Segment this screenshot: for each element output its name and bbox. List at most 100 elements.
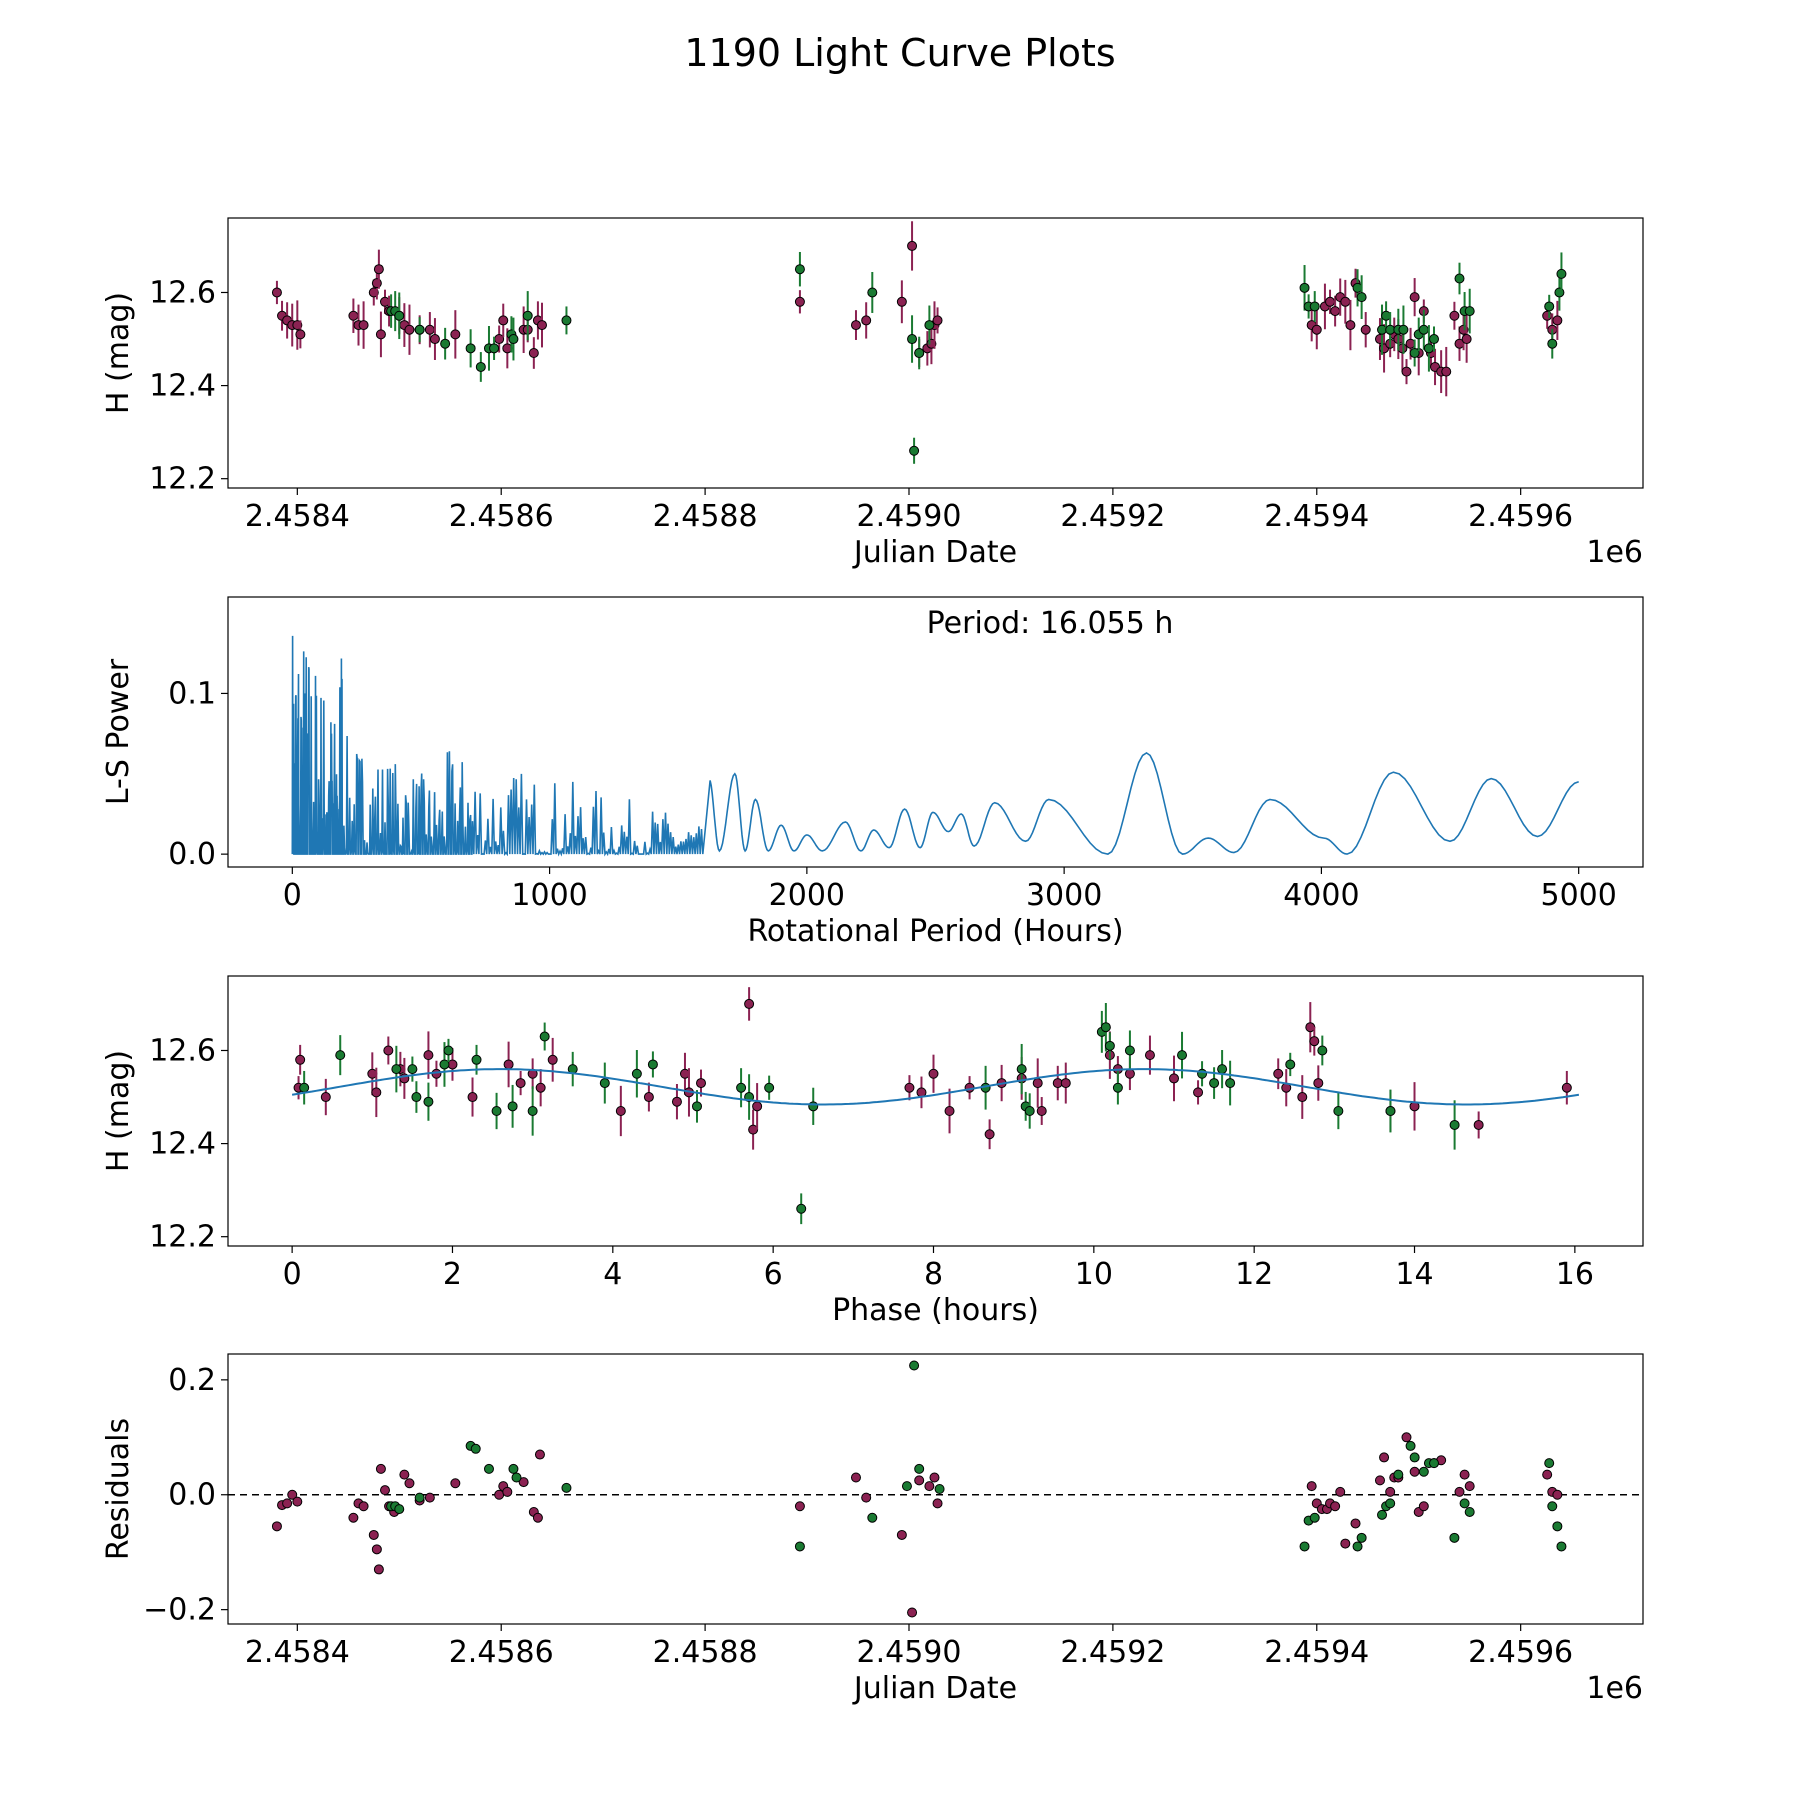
data-point bbox=[1547, 338, 1558, 349]
series-series_a bbox=[271, 1432, 1563, 1618]
x-tick-label: 2.4594 bbox=[1264, 499, 1369, 534]
data-point bbox=[867, 287, 878, 298]
data-point bbox=[1409, 348, 1420, 358]
x-tick-label: 2.4586 bbox=[449, 499, 554, 534]
data-point bbox=[914, 1463, 925, 1474]
series-series_a bbox=[271, 221, 1563, 397]
x-tick-label: 5000 bbox=[1541, 878, 1617, 913]
y-tick-label: 0.0 bbox=[168, 1478, 216, 1513]
data-point bbox=[647, 1059, 658, 1070]
data-point bbox=[764, 1082, 775, 1093]
data-point bbox=[1552, 315, 1563, 326]
data-point bbox=[1352, 1541, 1363, 1552]
x-tick-label: 2.4590 bbox=[857, 499, 962, 534]
x-tick-label: 2.4594 bbox=[1264, 1635, 1369, 1670]
data-point bbox=[371, 1087, 382, 1098]
data-point bbox=[1556, 268, 1567, 279]
data-point bbox=[470, 1443, 481, 1454]
data-point bbox=[1285, 1059, 1296, 1070]
data-point bbox=[423, 1050, 434, 1061]
data-point bbox=[1547, 1501, 1558, 1512]
data-point bbox=[1309, 1512, 1320, 1523]
data-point bbox=[1124, 1045, 1135, 1056]
data-point bbox=[914, 348, 925, 358]
data-point bbox=[1556, 1541, 1567, 1552]
data-point bbox=[511, 1472, 522, 1483]
data-point bbox=[375, 1463, 386, 1474]
data-point bbox=[443, 1045, 454, 1056]
data-point bbox=[984, 1129, 995, 1140]
data-point bbox=[440, 338, 451, 349]
data-point bbox=[1385, 1106, 1396, 1116]
data-point bbox=[358, 1501, 369, 1512]
data-point bbox=[909, 445, 920, 456]
data-point bbox=[1217, 1064, 1228, 1075]
data-point bbox=[907, 240, 918, 251]
data-point bbox=[907, 1607, 918, 1618]
data-point bbox=[1393, 1469, 1404, 1480]
y-tick-label: 12.6 bbox=[149, 275, 216, 310]
data-point bbox=[1036, 1106, 1047, 1116]
data-point bbox=[373, 264, 384, 275]
x-axis-label: Julian Date bbox=[852, 535, 1017, 570]
data-point bbox=[1405, 1440, 1416, 1451]
data-point bbox=[861, 315, 872, 326]
data-point bbox=[547, 1054, 558, 1065]
data-point bbox=[631, 1068, 642, 1079]
data-point bbox=[489, 343, 500, 354]
data-point bbox=[424, 1492, 435, 1503]
data-point bbox=[1356, 292, 1367, 303]
data-point bbox=[394, 310, 405, 321]
data-point bbox=[1418, 1466, 1429, 1477]
data-point bbox=[909, 1360, 920, 1371]
x-tick-label: 2.4584 bbox=[245, 499, 350, 534]
series-series_b bbox=[299, 1003, 1460, 1225]
data-point bbox=[498, 315, 509, 326]
data-point bbox=[752, 1101, 763, 1112]
data-point bbox=[508, 1463, 519, 1474]
data-point bbox=[373, 1564, 384, 1575]
x-tick-label: 14 bbox=[1395, 1257, 1433, 1292]
data-point bbox=[901, 1481, 912, 1492]
data-point bbox=[1418, 1501, 1429, 1512]
data-point bbox=[1345, 320, 1356, 331]
y-axis-label: L-S Power bbox=[101, 658, 136, 805]
data-point bbox=[1350, 1518, 1361, 1529]
data-point bbox=[532, 1512, 543, 1523]
data-point bbox=[1418, 324, 1429, 335]
data-point bbox=[1169, 1073, 1180, 1084]
figure-title: 1190 Light Curve Plots bbox=[684, 31, 1115, 75]
y-axis-label: H (mag) bbox=[101, 292, 136, 414]
data-point bbox=[867, 1512, 878, 1523]
data-point bbox=[394, 1504, 405, 1515]
x-offset-label: 1e6 bbox=[1586, 1671, 1643, 1706]
data-point bbox=[399, 1469, 410, 1480]
x-tick-label: 2.4584 bbox=[245, 1635, 350, 1670]
y-tick-label: −0.2 bbox=[143, 1593, 216, 1628]
data-point bbox=[671, 1096, 682, 1107]
x-tick-label: 10 bbox=[1075, 1257, 1113, 1292]
data-point bbox=[1398, 324, 1409, 335]
data-point bbox=[1124, 1068, 1135, 1079]
panel-periodogram: 0 1000 2000 3000 4000 5000 0.0 0.1 Rotational Pe… bbox=[101, 596, 1644, 949]
x-tick-label: 2 bbox=[443, 1257, 462, 1292]
data-point bbox=[1464, 1506, 1475, 1517]
data-point bbox=[794, 264, 805, 275]
data-point bbox=[1429, 334, 1440, 345]
data-point bbox=[1273, 1068, 1284, 1079]
data-point bbox=[1552, 1521, 1563, 1532]
data-point bbox=[1100, 1022, 1111, 1033]
x-tick-label: 1000 bbox=[511, 878, 587, 913]
data-point bbox=[796, 1203, 807, 1214]
x-tick-label: 2.4588 bbox=[653, 1635, 758, 1670]
data-point bbox=[928, 1068, 939, 1079]
data-point bbox=[1385, 1486, 1396, 1497]
data-point bbox=[1454, 1486, 1465, 1497]
data-point bbox=[691, 1101, 702, 1112]
data-point bbox=[1360, 324, 1371, 335]
data-point bbox=[643, 1092, 654, 1103]
data-point bbox=[494, 1489, 505, 1500]
chart-layer: 2.4584 2.4586 2.4588 2.4590 2.4592 2.4594 2.45… bbox=[101, 217, 1644, 1706]
data-point bbox=[1377, 1509, 1388, 1520]
data-point bbox=[1356, 1532, 1367, 1543]
